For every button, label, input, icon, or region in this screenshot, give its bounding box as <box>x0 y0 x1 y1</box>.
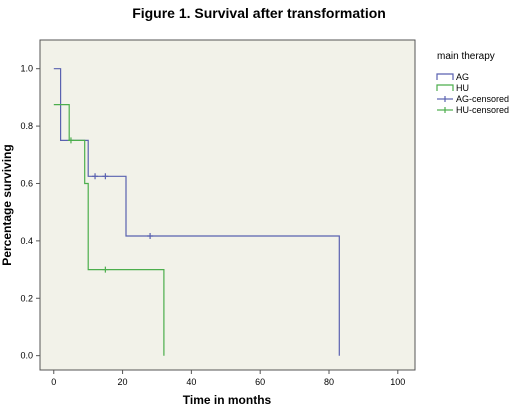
y-tick-label: 1.0 <box>20 64 33 74</box>
y-tick-label: 0.0 <box>20 351 33 361</box>
legend-label: HU <box>456 83 469 93</box>
y-tick-label: 0.4 <box>20 236 33 246</box>
x-axis-label: Time in months <box>183 393 272 407</box>
x-tick-label: 40 <box>186 377 196 387</box>
legend-entry-ag-censored: AG-censored <box>437 94 509 104</box>
x-tick-label: 60 <box>255 377 265 387</box>
y-tick-label: 0.2 <box>20 293 33 303</box>
legend-swatch <box>436 84 454 91</box>
legend-swatch <box>436 73 454 80</box>
censor-mark-ag-censored <box>102 173 109 180</box>
series-line-ag <box>53 68 340 356</box>
x-tick-label: 20 <box>118 377 128 387</box>
series-layer <box>53 68 340 356</box>
y-tick-label: 0.8 <box>20 121 33 131</box>
censor-mark-ag-censored <box>147 232 154 239</box>
censor-mark-hu-censored <box>102 266 109 273</box>
x-tick-label: 80 <box>324 377 334 387</box>
legend-entry-ag: AG <box>436 72 469 82</box>
legend-title: main therapy <box>437 51 495 62</box>
legend-label: HU-censored <box>456 105 509 115</box>
legend-label: AG-censored <box>456 94 509 104</box>
legend-label: AG <box>456 72 469 82</box>
series-line-hu <box>53 103 165 356</box>
censor-mark-ag-censored <box>92 173 99 180</box>
y-axis: 0.0 0.2 0.4 0.6 0.8 1.0 <box>20 64 40 361</box>
x-tick-label: 100 <box>390 377 405 387</box>
chart-title: Figure 1. Survival after transformation <box>132 5 386 21</box>
y-axis-label: Percentage surviving <box>0 144 14 265</box>
plot-area <box>39 39 416 371</box>
legend-entry-hu-censored: HU-censored <box>437 105 509 115</box>
censor-marks <box>67 137 154 273</box>
y-tick-label: 0.6 <box>20 178 33 188</box>
x-tick-label: 0 <box>51 377 56 387</box>
x-axis: 0 20 40 60 80 100 <box>51 370 405 387</box>
legend-entry-hu: HU <box>436 83 469 93</box>
censor-mark-hu-censored <box>67 137 74 144</box>
